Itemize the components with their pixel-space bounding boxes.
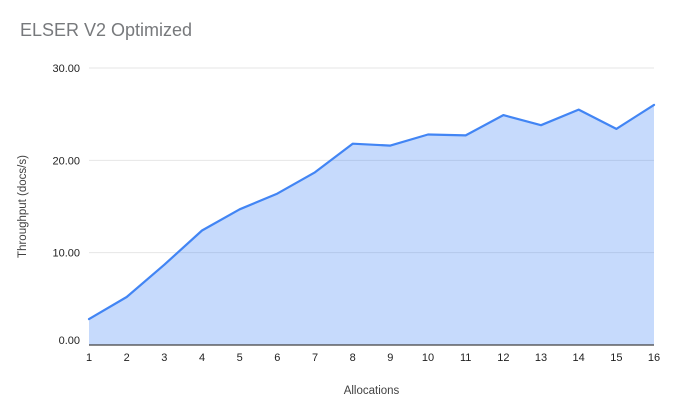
x-tick-label: 2 <box>124 352 130 364</box>
x-tick-label: 8 <box>350 352 356 364</box>
x-tick-label: 1 <box>86 352 92 364</box>
x-tick-label: 14 <box>573 352 585 364</box>
y-tick-label: 10.00 <box>52 248 80 260</box>
y-tick-label: 0.00 <box>59 335 80 347</box>
x-tick-label: 7 <box>312 352 318 364</box>
y-tick-label: 20.00 <box>52 155 80 167</box>
x-tick-label: 5 <box>237 352 243 364</box>
x-axis-title: Allocations <box>344 385 400 397</box>
chart-title: ELSER V2 Optimized <box>20 20 193 40</box>
x-tick-label: 12 <box>497 352 509 364</box>
x-tick-label: 3 <box>161 352 167 364</box>
x-tick-label: 10 <box>422 352 434 364</box>
series-line <box>87 103 656 321</box>
x-tick-label: 4 <box>199 352 205 364</box>
x-tick-label: 13 <box>535 352 547 364</box>
x-tick-label: 9 <box>387 352 393 364</box>
x-tick-label: 6 <box>274 352 280 364</box>
x-tick-label: 16 <box>648 352 660 364</box>
y-axis-title: Throughput (docs/s) <box>17 155 29 258</box>
series-area-fill <box>89 104 654 346</box>
x-tick-label: 15 <box>610 352 622 364</box>
y-tick-label: 30.00 <box>52 63 80 75</box>
x-tick-label: 11 <box>460 352 471 364</box>
